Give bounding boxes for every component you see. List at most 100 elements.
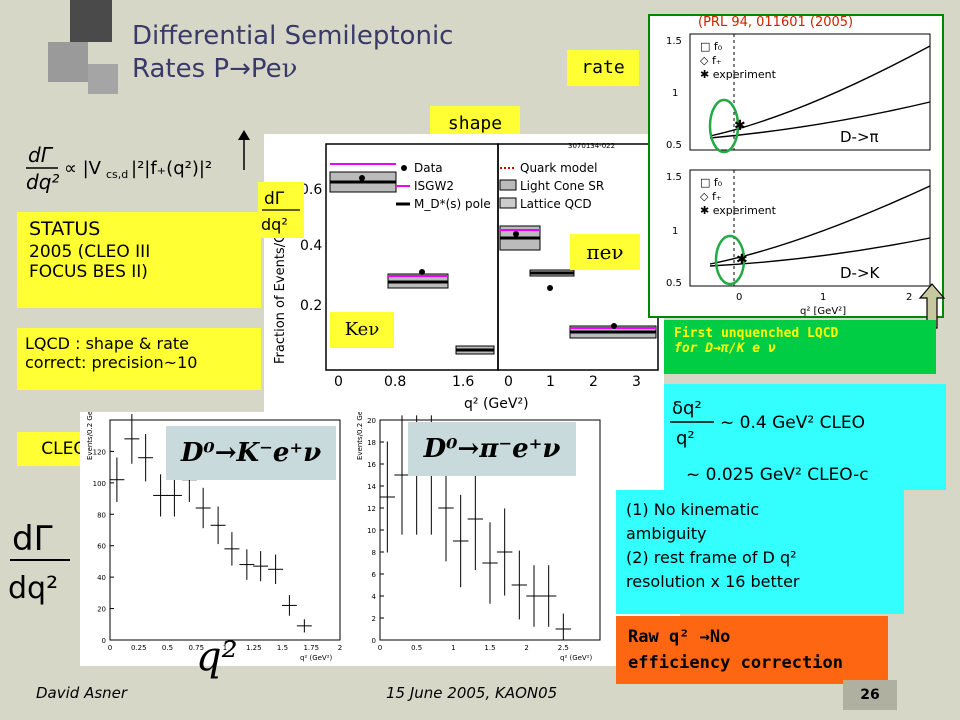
lattice-xtick: 2 — [906, 292, 912, 303]
cleoc-xtick: 0.5 — [411, 644, 422, 652]
res-delta: δq² — [672, 398, 702, 419]
cleoc-xtick: 2 — [524, 644, 528, 652]
raw-line: efficiency correction — [628, 653, 843, 673]
cleoc-xtick: 2 — [338, 644, 342, 652]
lattice-ytick: 0.5 — [666, 278, 682, 289]
raw-q2-box: Raw q² →No efficiency correction — [616, 616, 888, 684]
advantage-line: (1) No kinematic — [626, 500, 760, 519]
lattice-xlabel: q² [GeV²] — [800, 306, 846, 316]
res-val-cleo: ~ 0.4 GeV² CLEO — [720, 413, 865, 433]
shape-code: 3070134-022 — [568, 142, 615, 150]
shape-xlabel: q² (GeV²) — [464, 396, 529, 412]
cleoc-ytick: 120 — [93, 448, 106, 456]
cleoc-frame-0 — [109, 419, 341, 641]
cleoc-point — [195, 487, 211, 529]
lqcd-box: LQCD : shape & rate correct: precision~1… — [17, 328, 261, 390]
cleoc-point — [496, 508, 513, 596]
lattice-panel-svg: (PRL 94, 011601 (2005) 1.5 1 0.5 □ f₀ ◇ … — [666, 15, 931, 317]
cleoc-ytick: 16 — [367, 461, 376, 469]
lattice-legend: ✱ experiment — [700, 68, 777, 81]
svg-text:dΓ: dΓ — [12, 519, 53, 559]
shape-legend: Quark model — [520, 161, 597, 175]
status-box: STATUS 2005 (CLEO III FOCUS BES II) — [17, 212, 261, 308]
cleoc-ytick: 18 — [367, 439, 376, 447]
cleoc-point — [253, 551, 269, 582]
svg-text:dΓ: dΓ — [264, 189, 285, 209]
cleoc-ytick: 12 — [367, 505, 376, 513]
cleoc-ylabel: Events/0.2 GeV² — [86, 412, 94, 460]
cleoc-point — [482, 522, 498, 604]
raw-line: Raw q² →No — [628, 627, 731, 647]
title-part: Rates P — [132, 54, 230, 84]
svg-text:∝ |V: ∝ |V — [64, 158, 102, 179]
lattice-top-label: D->π — [840, 128, 879, 146]
shape-xtick: 0 — [504, 374, 513, 390]
shape-legend: M_D*(s) pole — [414, 197, 491, 211]
cleoc-ytick: 60 — [97, 543, 106, 551]
cleoc-point — [281, 595, 297, 616]
cleoc-point — [239, 549, 255, 580]
shape-ytick: 0.2 — [300, 298, 322, 314]
advantage-line: (2) rest frame of D q² — [626, 548, 797, 567]
status-line: FOCUS BES II) — [29, 262, 148, 282]
svg-text:dΓ: dΓ — [28, 143, 54, 167]
lattice-ytick: 1 — [672, 226, 678, 237]
title-nu: ν — [281, 54, 298, 84]
footer-date: 15 June 2005, KAON05 — [386, 684, 558, 702]
cleoc-ytick: 40 — [97, 574, 106, 582]
lattice-ytick: 1 — [672, 88, 678, 99]
lattice-bottom-label: D->K — [840, 264, 881, 282]
shape-legend: Light Cone SR — [520, 179, 604, 193]
rate-label: rate — [567, 50, 639, 86]
cleoc-point — [467, 467, 484, 571]
lattice-legend: ✱ experiment — [700, 204, 777, 217]
lattice-legend: □ f₀ — [700, 176, 723, 189]
cleoc-ytick: 0 — [372, 637, 376, 645]
dgdq-formula-svg: dΓ dq² — [8, 519, 70, 606]
unquenched-line: First unquenched LQCD — [674, 326, 839, 341]
shape-plot: Fraction of Events/GeV² 3070134-022 0.6 … — [264, 134, 664, 414]
lattice-panel: (PRL 94, 011601 (2005) 1.5 1 0.5 □ f₀ ◇ … — [648, 14, 944, 318]
shape-xtick: 2 — [589, 374, 598, 390]
cleoc-xtick: 2.5 — [558, 644, 569, 652]
cleoc-ylabel: Events/0.2 GeV² — [356, 412, 364, 460]
shape-legend: Lattice QCD — [520, 197, 592, 211]
status-title: STATUS — [29, 218, 101, 240]
dgdq-small-svg: dΓ dq² — [261, 189, 300, 234]
up-arrow-icon — [238, 130, 250, 170]
deco-square-light — [48, 42, 88, 82]
cleoc-ytick: 20 — [97, 606, 106, 614]
cleoc-ytick: 20 — [367, 417, 376, 425]
svg-text:dq²: dq² — [26, 170, 59, 194]
cleoc-point — [138, 434, 154, 482]
advantage-line: ambiguity — [626, 524, 707, 543]
cleoc-point — [153, 474, 169, 517]
cleoc-point — [379, 441, 396, 553]
cleoc-ytick: 8 — [372, 549, 376, 557]
cleoc-xtick: 1.75 — [303, 644, 319, 652]
lqcd-line: LQCD : shape & rate — [25, 334, 189, 353]
slide-title: Differential Semileptonic Rates P→Peν — [132, 20, 552, 86]
lattice-legend: ◇ f₊ — [700, 54, 722, 67]
cleoc-ytick: 4 — [372, 593, 377, 601]
cleoc-xtick: 0.25 — [131, 644, 147, 652]
footer-author: David Asner — [36, 684, 128, 702]
cleoc-xtick: 1 — [223, 644, 227, 652]
lattice-ytick: 1.5 — [666, 172, 682, 183]
cleoc-point — [540, 565, 557, 627]
cleoc-ytick: 14 — [367, 483, 376, 491]
shape-ylabel: Fraction of Events/GeV² — [273, 211, 288, 364]
dgdq-formula: dΓ dq² — [6, 510, 76, 614]
cleoc-point — [166, 474, 182, 517]
res-q2: q² — [676, 428, 695, 449]
cleoc-point — [124, 413, 140, 464]
cleoc-xtick: 0 — [378, 644, 382, 652]
svg-text:|²|f₊(q²)|²: |²|f₊(q²)|² — [131, 158, 212, 179]
cleoc-point — [394, 415, 410, 535]
cleoc-ytick: 100 — [93, 480, 106, 488]
cleoc-xtick: 1.5 — [484, 644, 495, 652]
cleoc-xlabel: q² (GeV²) — [560, 654, 593, 662]
cleoc-point — [452, 494, 469, 588]
shape-ytick: 0.6 — [300, 182, 322, 198]
